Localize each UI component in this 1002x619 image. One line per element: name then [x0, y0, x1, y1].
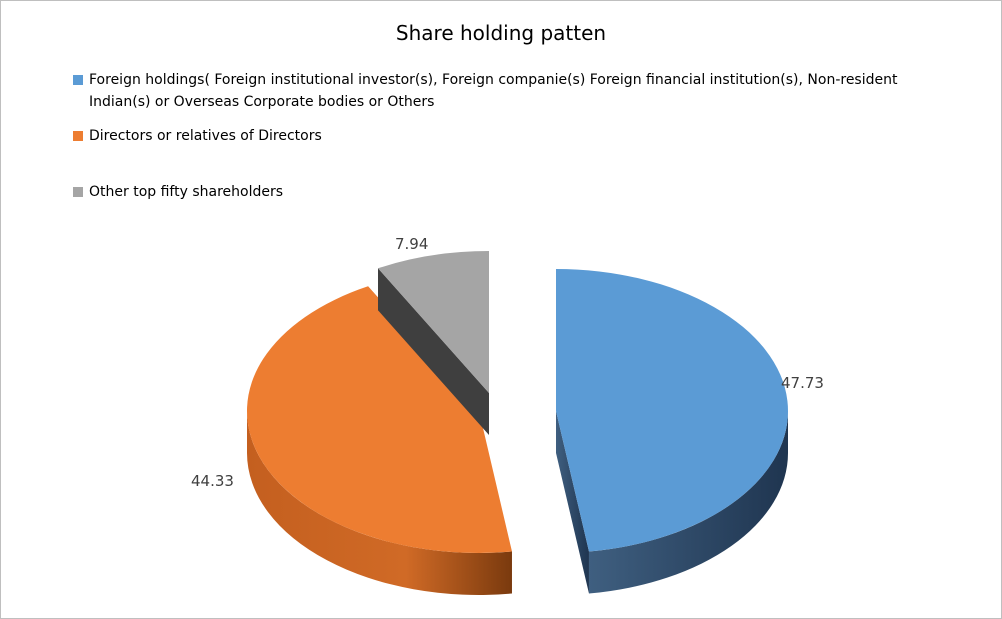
legend-label-other-top-fifty: Other top fifty shareholders — [89, 184, 284, 200]
legend-label-foreign-holdings: Foreign holdings( Foreign institutional … — [89, 72, 898, 110]
pie-slice-0 — [556, 269, 788, 594]
legend-item-other-top-fifty: Other top fifty shareholders — [73, 181, 953, 203]
pie-slice-2 — [378, 251, 489, 435]
legend-swatch-directors — [73, 131, 83, 141]
data-label-directors: 44.33 — [191, 472, 234, 490]
legend-swatch-other-top-fifty — [73, 187, 83, 197]
legend-item-directors: Directors or relatives of Directors — [73, 125, 953, 147]
legend-item-foreign-holdings: Foreign holdings( Foreign institutional … — [73, 69, 953, 113]
legend-label-directors: Directors or relatives of Directors — [89, 128, 322, 144]
data-label-foreign-holdings: 47.73 — [781, 374, 824, 392]
chart-title: Share holding patten — [395, 21, 607, 45]
data-label-other-top-fifty: 7.94 — [395, 235, 428, 253]
legend-swatch-foreign-holdings — [73, 75, 83, 85]
